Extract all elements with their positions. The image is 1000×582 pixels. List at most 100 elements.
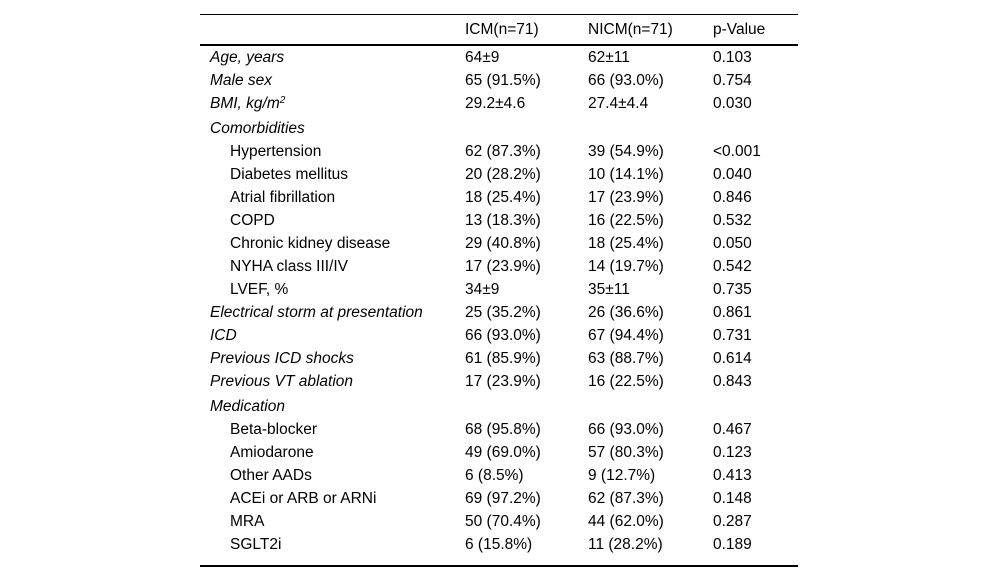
nicm-value: 10 (14.1%) [588,165,664,183]
icm-value: 61 (85.9%) [465,349,541,367]
nicm-value: 18 (25.4%) [588,234,664,252]
row-label: Previous ICD shocks [210,349,354,367]
icm-value: 34±9 [465,280,500,298]
icm-value: 69 (97.2%) [465,489,541,507]
nicm-value: 9 (12.7%) [588,466,656,484]
table-row: Other AADs 6 (8.5%) 9 (12.7%) 0.413 [200,464,798,487]
nicm-value: 11 (28.2%) [588,535,663,553]
row-label: Electrical storm at presentation [210,303,423,321]
nicm-value: 17 (23.9%) [588,188,664,206]
icm-value: 17 (23.9%) [465,257,541,275]
header-nicm-column: NICM(n=71) [588,20,673,38]
icm-value: 6 (8.5%) [465,466,524,484]
table-row: NYHA class III/IV 17 (23.9%) 14 (19.7%) 0.5… [200,255,798,278]
row-label: Previous VT ablation [210,372,354,390]
table-row: COPD 13 (18.3%) 16 (22.5%) 0.532 [200,209,798,232]
p-value: 0.030 [713,94,752,112]
icm-value: 29.2±4.6 [465,94,526,112]
p-value: 0.123 [713,443,752,461]
p-value: 0.189 [713,535,752,553]
row-label: NYHA class III/IV [230,257,349,275]
row-label: LVEF, % [230,280,289,298]
icm-value: 18 (25.4%) [465,188,541,206]
icm-value: 66 (93.0%) [465,326,541,344]
row-label: ICD [210,326,237,344]
table-body: Age, years 64±9 62±11 0.103 Male sex 65 (91.5… [200,46,798,567]
nicm-value: 27.4±4.4 [588,94,649,112]
row-label: BMI, kg/m2 [210,94,286,112]
table-row: Male sex 65 (91.5%) 66 (93.0%) 0.754 [200,69,798,92]
p-value: 0.287 [713,512,752,530]
icm-value: 13 (18.3%) [465,211,541,229]
row-label: Beta-blocker [230,420,318,438]
nicm-value: 57 (80.3%) [588,443,664,461]
table-row: LVEF, % 34±9 35±11 0.735 [200,278,798,301]
nicm-value: 67 (94.4%) [588,326,664,344]
p-value: 0.843 [713,372,752,390]
table-row: MRA 50 (70.4%) 44 (62.0%) 0.287 [200,510,798,533]
p-value: 0.614 [713,349,752,367]
row-label: Other AADs [230,466,312,484]
p-value: 0.040 [713,165,752,183]
nicm-value: 35±11 [588,280,630,298]
table-row: Beta-blocker 68 (95.8%) 66 (93.0%) 0.467 [200,418,798,441]
table-row: BMI, kg/m2 29.2±4.6 27.4±4.4 0.030 [200,92,798,115]
row-label: Age, years [210,48,285,66]
table-row: Hypertension 62 (87.3%) 39 (54.9%) <0.001 [200,140,798,163]
table-row: SGLT2i 6 (15.8%) 11 (28.2%) 0.189 [200,533,798,556]
p-value: 0.735 [713,280,752,298]
icm-value: 6 (15.8%) [465,535,533,553]
row-label: Atrial fibrillation [230,188,336,206]
nicm-value: 63 (88.7%) [588,349,664,367]
p-value: 0.148 [713,489,752,507]
icm-value: 49 (69.0%) [465,443,541,461]
icm-value: 50 (70.4%) [465,512,541,530]
nicm-value: 66 (93.0%) [588,420,664,438]
header-icm-column: ICM(n=71) [465,20,539,38]
icm-value: 65 (91.5%) [465,71,541,89]
table-row: Age, years 64±9 62±11 0.103 [200,46,798,69]
table-header-row: ICM(n=71) NICM(n=71) p-Value [200,14,798,46]
row-label: Male sex [210,71,273,89]
nicm-value: 16 (22.5%) [588,211,664,229]
table-section-row: Medication [200,393,798,418]
table-row: Atrial fibrillation 18 (25.4%) 17 (23.9%) 0… [200,186,798,209]
row-label: Comorbidities [210,119,305,137]
icm-value: 20 (28.2%) [465,165,541,183]
icm-value: 29 (40.8%) [465,234,541,252]
nicm-value: 62 (87.3%) [588,489,664,507]
nicm-value: 44 (62.0%) [588,512,664,530]
p-value: 0.050 [713,234,752,252]
table-row: ACEi or ARB or ARNi 69 (97.2%) 62 (87.3%) 0… [200,487,798,510]
icm-value: 64±9 [465,48,500,66]
p-value: 0.846 [713,188,752,206]
icm-value: 17 (23.9%) [465,372,541,390]
nicm-value: 26 (36.6%) [588,303,664,321]
row-label: ACEi or ARB or ARNi [230,489,377,507]
row-label: Medication [210,397,285,415]
icm-value: 25 (35.2%) [465,303,541,321]
icm-value: 62 (87.3%) [465,142,541,160]
table-row: Chronic kidney disease 29 (40.8%) 18 (25.4… [200,232,798,255]
p-value: <0.001 [713,142,761,160]
row-label: SGLT2i [230,535,282,553]
row-label: Hypertension [230,142,322,160]
p-value: 0.413 [713,466,752,484]
table-row: Diabetes mellitus 20 (28.2%) 10 (14.1%) 0.0… [200,163,798,186]
nicm-value: 39 (54.9%) [588,142,664,160]
nicm-value: 66 (93.0%) [588,71,664,89]
nicm-value: 16 (22.5%) [588,372,664,390]
icm-value: 68 (95.8%) [465,420,541,438]
row-label: Chronic kidney disease [230,234,391,252]
nicm-value: 62±11 [588,48,630,66]
nicm-value: 14 (19.7%) [588,257,664,275]
p-value: 0.467 [713,420,752,438]
table-row: Electrical storm at presentation 25 (35.2… [200,301,798,324]
table-row: Previous VT ablation 17 (23.9%) 16 (22.5%)… [200,370,798,393]
p-value: 0.754 [713,71,752,89]
p-value: 0.532 [713,211,752,229]
row-label: Amiodarone [230,443,314,461]
p-value: 0.103 [713,48,752,66]
p-value: 0.731 [713,326,752,344]
